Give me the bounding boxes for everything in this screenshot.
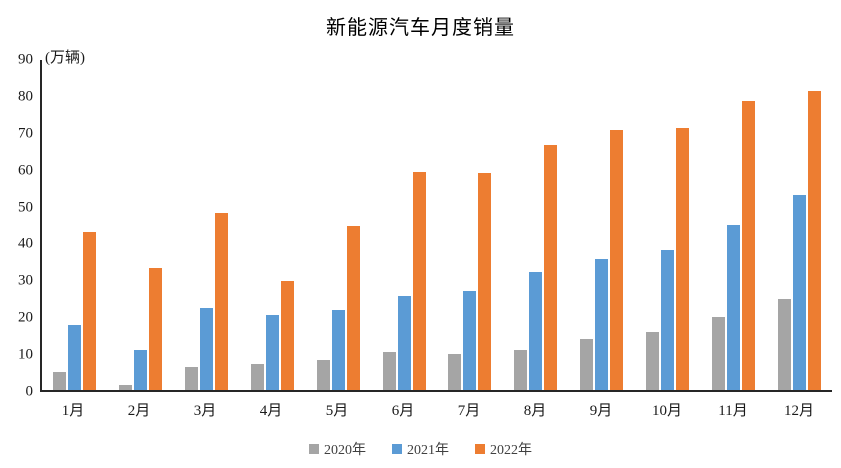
- x-tick-label: 11月: [718, 403, 748, 419]
- bar-group: [569, 60, 635, 390]
- bar: [185, 366, 199, 390]
- bar: [807, 91, 821, 390]
- bar-group: [174, 60, 240, 390]
- y-tick-label: 30: [18, 272, 33, 289]
- x-tick-label: 2月: [127, 403, 151, 419]
- legend-label: 2021年: [407, 443, 449, 458]
- bar: [53, 371, 67, 390]
- bar: [580, 338, 594, 390]
- x-tick-label: 3月: [193, 403, 217, 419]
- bar: [331, 310, 345, 390]
- bar: [200, 307, 214, 390]
- x-tick-label: 10月: [651, 403, 682, 419]
- y-tick-label: 60: [18, 162, 33, 179]
- bar: [448, 354, 462, 390]
- x-tick-label: 12月: [783, 403, 814, 419]
- bar: [382, 352, 396, 390]
- bar-group: [437, 60, 503, 390]
- bar: [397, 296, 411, 390]
- bar-group: [766, 60, 832, 390]
- bar: [68, 324, 82, 390]
- bar-group: [305, 60, 371, 390]
- legend-swatch: [475, 444, 485, 454]
- legend-item: 2022年: [475, 439, 532, 459]
- y-tick-label: 70: [18, 125, 33, 142]
- legend-swatch: [309, 444, 319, 454]
- bar: [316, 360, 330, 390]
- chart-title: 新能源汽车月度销量: [326, 17, 515, 39]
- x-axis: 1月 2月 3月 4月 5月 6月 7月 8月 9月 10月 11月 12月: [40, 399, 832, 420]
- x-tick-label: 7月: [457, 403, 481, 419]
- legend-swatch: [392, 444, 402, 454]
- legend: 2020年 2021年 2022年: [0, 439, 841, 459]
- bar-group: [239, 60, 305, 390]
- bar: [645, 331, 659, 390]
- bar: [529, 272, 543, 390]
- bar: [711, 316, 725, 390]
- x-tick-label: 6月: [391, 403, 415, 419]
- bar: [250, 363, 264, 390]
- y-tick-label: 80: [18, 88, 33, 105]
- bar: [514, 350, 528, 390]
- bar: [83, 231, 97, 390]
- bar-group: [634, 60, 700, 390]
- bar: [610, 129, 624, 390]
- bar: [346, 226, 360, 390]
- bar: [215, 212, 229, 390]
- bar: [149, 267, 163, 390]
- bar: [412, 171, 426, 390]
- y-tick-label: 0: [25, 383, 34, 400]
- legend-item: 2020年: [309, 439, 366, 459]
- bar: [741, 101, 755, 390]
- bar: [134, 350, 148, 390]
- bar-group: [371, 60, 437, 390]
- bar: [660, 249, 674, 390]
- bar: [792, 195, 806, 390]
- bar: [544, 145, 558, 390]
- bar-groups: [42, 60, 832, 390]
- bar: [478, 172, 492, 390]
- bar: [463, 290, 477, 390]
- y-tick-label: 20: [18, 309, 33, 326]
- x-tick-label: 8月: [523, 403, 547, 419]
- y-tick-label: 10: [18, 346, 33, 363]
- x-tick-label: 1月: [61, 403, 85, 419]
- y-axis: 0 10 20 30 40 50 60 70 80 90: [0, 52, 33, 400]
- bar: [675, 128, 689, 390]
- bar: [280, 280, 294, 390]
- legend-item: 2021年: [392, 439, 449, 459]
- plot-area: [40, 60, 832, 392]
- bar: [119, 384, 133, 390]
- legend-label: 2022年: [490, 443, 532, 458]
- x-tick-label: 4月: [259, 403, 283, 419]
- bar: [726, 225, 740, 390]
- y-tick-label: 40: [18, 235, 33, 252]
- y-axis-unit-label: (万辆): [45, 50, 85, 66]
- bar: [265, 314, 279, 390]
- x-tick-label: 5月: [325, 403, 349, 419]
- bar: [595, 259, 609, 390]
- bar-group: [42, 60, 108, 390]
- legend-label: 2020年: [324, 443, 366, 458]
- bar: [777, 299, 791, 390]
- y-tick-label: 90: [18, 51, 33, 68]
- y-tick-label: 50: [18, 199, 33, 216]
- x-tick-label: 9月: [589, 403, 613, 419]
- bar-group: [503, 60, 569, 390]
- bar-group: [108, 60, 174, 390]
- bar-group: [700, 60, 766, 390]
